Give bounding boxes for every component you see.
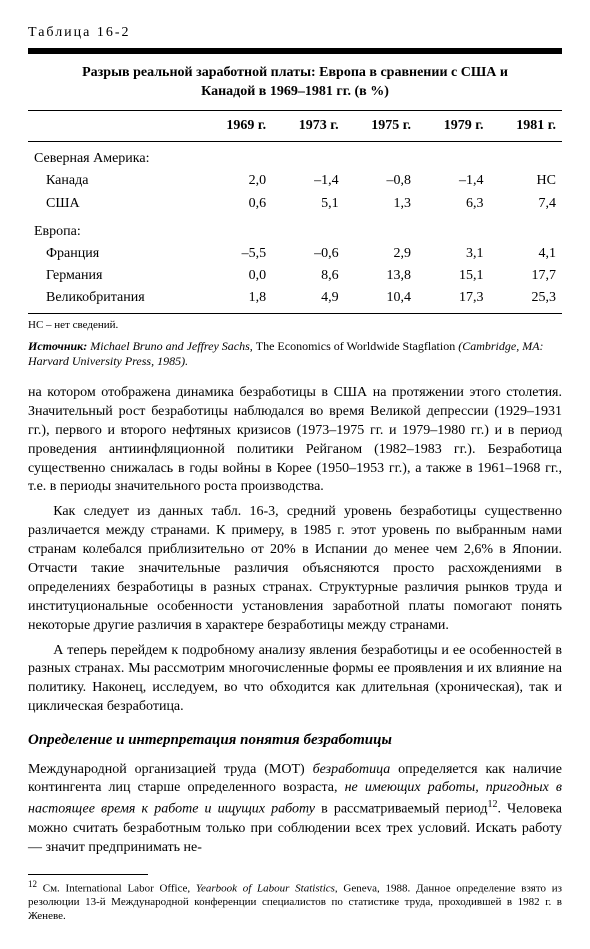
row-france: Франция –5,5 –0,6 2,9 3,1 4,1 (28, 243, 562, 265)
col-1979: 1979 г. (417, 110, 489, 141)
footnote-12: 12 См. International Labor Office, Yearb… (28, 879, 562, 924)
cell-label: Франция (28, 243, 200, 265)
cell: 25,3 (489, 287, 562, 309)
p4-a: Международной организацией труда (МОТ) (28, 762, 313, 777)
footnote-separator (28, 874, 148, 875)
source-book: The Economics of Worldwide Stagflation (256, 339, 455, 353)
section-na: Северная Америка: (28, 142, 562, 171)
footnote-number: 12 (28, 879, 37, 889)
p4-e: в рассматриваемый период (315, 802, 488, 817)
para-3: А теперь перейдем к подробному анализу я… (28, 642, 562, 718)
cell: 10,4 (345, 287, 417, 309)
cell-label: Канада (28, 170, 200, 192)
subheading-definition: Определение и интерпретация понятия безр… (28, 731, 562, 751)
cell: –1,4 (417, 170, 489, 192)
cell: 1,3 (345, 193, 417, 215)
fn-a: См. International Labor Office, (37, 882, 196, 894)
para-1: на котором отображена динамика безработи… (28, 384, 562, 497)
cell: 4,1 (489, 243, 562, 265)
cell: 7,4 (489, 193, 562, 215)
table-source: Источник: Michael Bruno and Jeffrey Sach… (28, 339, 562, 370)
table-title-l2: Канадой в 1969–1981 гг. (в %) (201, 84, 389, 99)
thin-rule-bottom (28, 313, 562, 314)
cell-label: Германия (28, 265, 200, 287)
col-1981: 1981 г. (489, 110, 562, 141)
cell: 13,8 (345, 265, 417, 287)
cell: 17,7 (489, 265, 562, 287)
table-title: Разрыв реальной заработной платы: Европа… (28, 64, 562, 102)
table-label: Таблица 16-2 (28, 24, 562, 42)
cell: 2,9 (345, 243, 417, 265)
cell: 5,1 (272, 193, 344, 215)
cell: 8,6 (272, 265, 344, 287)
row-germany: Германия 0,0 8,6 13,8 15,1 17,7 (28, 265, 562, 287)
cell: –5,5 (200, 243, 272, 265)
cell: 15,1 (417, 265, 489, 287)
thick-rule-top (28, 48, 562, 54)
p4-b: безработица (313, 762, 391, 777)
cell: 1,8 (200, 287, 272, 309)
source-label: Источник: (28, 339, 87, 353)
cell: 17,3 (417, 287, 489, 309)
cell: 3,1 (417, 243, 489, 265)
cell: –1,4 (272, 170, 344, 192)
wage-gap-table: 1969 г. 1973 г. 1975 г. 1979 г. 1981 г. … (28, 110, 562, 310)
section-eu: Европа: (28, 215, 562, 243)
col-1975: 1975 г. (345, 110, 417, 141)
para-2: Как следует из данных табл. 16-3, средни… (28, 503, 562, 635)
cell: –0,8 (345, 170, 417, 192)
cell: 2,0 (200, 170, 272, 192)
col-blank (28, 110, 200, 141)
cell: 6,3 (417, 193, 489, 215)
cell: НС (489, 170, 562, 192)
cell: –0,6 (272, 243, 344, 265)
cell-label: Великобритания (28, 287, 200, 309)
table-title-l1: Разрыв реальной заработной платы: Европа… (82, 65, 508, 80)
source-authors: Michael Bruno and Jeffrey Sachs, (90, 339, 253, 353)
row-usa: США 0,6 5,1 1,3 6,3 7,4 (28, 193, 562, 215)
row-uk: Великобритания 1,8 4,9 10,4 17,3 25,3 (28, 287, 562, 309)
cell-label: США (28, 193, 200, 215)
fn-b: Yearbook of Labour Statistics (196, 882, 335, 894)
cell: 0,6 (200, 193, 272, 215)
cell: 0,0 (200, 265, 272, 287)
para-4: Международной организацией труда (МОТ) б… (28, 761, 562, 858)
footnote-ref-12: 12 (488, 799, 498, 810)
col-1969: 1969 г. (200, 110, 272, 141)
cell: 4,9 (272, 287, 344, 309)
col-1973: 1973 г. (272, 110, 344, 141)
table-note: НС – нет сведений. (28, 318, 562, 332)
row-canada: Канада 2,0 –1,4 –0,8 –1,4 НС (28, 170, 562, 192)
